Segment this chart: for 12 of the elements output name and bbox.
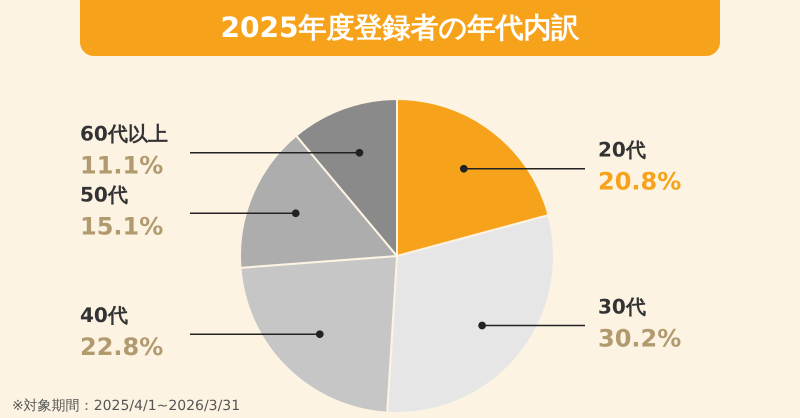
text: ※対象期間：2025/4/1~2026/3/31 [12, 398, 240, 414]
data-label: 11.1% [80, 152, 164, 180]
data-label: 20.8% [598, 168, 682, 196]
slice-label: 40代 [80, 303, 128, 328]
slice-label: 60代以上 [80, 122, 168, 146]
slice-label: 20代 [598, 138, 646, 162]
data-label: 22.8% [80, 333, 164, 362]
data-label: 30.2% [598, 324, 682, 353]
data-label: 15.1% [80, 212, 164, 240]
slice-label: 30代 [598, 294, 646, 319]
slice-label: 50代 [80, 182, 128, 206]
chart-title: 2025年度登録者の年代内訳 [220, 11, 580, 44]
